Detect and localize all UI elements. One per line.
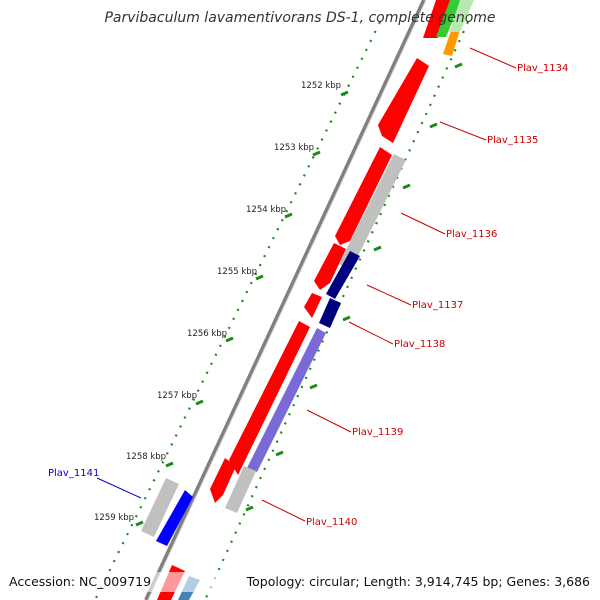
kbp-label: 1256 kbp (187, 329, 227, 339)
gene-plav-1136-cds[interactable] (335, 147, 392, 245)
gene-label-plav-1138[interactable]: Plav_1138 (394, 339, 445, 350)
gene-labels: Plav_1134 Plav_1135 Plav_1136 Plav_1137 … (48, 63, 568, 528)
kbp-label: 1255 kbp (217, 267, 257, 277)
gene-plav-1141-cds[interactable] (156, 490, 193, 546)
gene-plav-1138-cds[interactable] (304, 293, 322, 318)
reverse-gene-track (141, 478, 193, 546)
gene-label-plav-1135[interactable]: Plav_1135 (487, 135, 538, 146)
callout-lines (96, 47, 517, 522)
kbp-labels: 1252 kbp 1253 kbp 1254 kbp 1255 kbp 1256… (94, 81, 341, 523)
gene-gray-1136[interactable] (339, 154, 406, 270)
gene-label-plav-1139[interactable]: Plav_1139 (352, 427, 403, 438)
kbp-label: 1259 kbp (94, 513, 134, 523)
topology-text: Topology: circular; Length: 3,914,745 bp… (246, 574, 590, 589)
gene-plav-1140-cds[interactable] (210, 458, 236, 503)
gene-slate-1139[interactable] (247, 328, 326, 472)
gene-light-green[interactable] (450, 0, 474, 32)
kbp-label: 1258 kbp (126, 452, 166, 462)
gene-gray-1141[interactable] (141, 478, 179, 537)
gene-label-plav-1137[interactable]: Plav_1137 (412, 300, 463, 311)
gene-gray-1140[interactable] (225, 466, 256, 513)
gene-plav-1134-cds[interactable] (423, 0, 451, 38)
inner-ring-ticks (245, 62, 463, 512)
gene-navy-1137[interactable] (326, 251, 360, 299)
gene-green-1[interactable] (436, 0, 461, 37)
gene-plav-1137-cds[interactable] (314, 243, 346, 290)
kbp-label: 1257 kbp (157, 391, 197, 401)
gene-label-plav-1140[interactable]: Plav_1140 (306, 517, 357, 528)
kbp-label: 1253 kbp (274, 143, 314, 153)
genome-backbone (144, 0, 426, 600)
kbp-label: 1252 kbp (301, 81, 341, 91)
accession-text: Accession: NC_009719 (9, 574, 151, 589)
kbp-label: 1254 kbp (246, 205, 286, 215)
gene-navy-1138[interactable] (319, 298, 341, 328)
gene-label-plav-1134[interactable]: Plav_1134 (517, 63, 568, 74)
footer-backdrop (0, 572, 600, 592)
kbp-ticks (135, 90, 349, 527)
gene-plav-1135-cds[interactable] (378, 58, 429, 143)
gene-orange[interactable] (443, 25, 461, 56)
gene-plav-1139-cds[interactable] (229, 321, 310, 475)
genome-backbone-highlight (147, 0, 427, 600)
gene-label-plav-1141[interactable]: Plav_1141 (48, 468, 99, 479)
map-title: Parvibaculum lavamentivorans DS-1, compl… (104, 10, 495, 26)
gene-label-plav-1136[interactable]: Plav_1136 (446, 229, 497, 240)
forward-cds-track (157, 0, 451, 600)
